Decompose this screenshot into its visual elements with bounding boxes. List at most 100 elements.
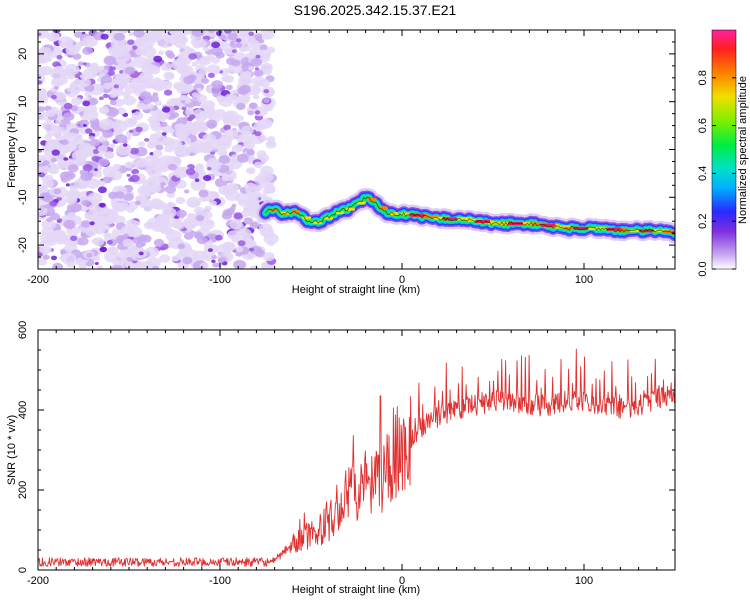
noise-blob (147, 116, 158, 124)
noise-blob (193, 250, 207, 261)
noise-blob (211, 259, 216, 263)
noise-blob (86, 253, 93, 258)
noise-blob (70, 235, 78, 241)
y-tick-label: 400 (17, 401, 29, 419)
noise-blob (38, 80, 43, 85)
noise-blob (98, 96, 104, 101)
noise-blob (243, 217, 253, 225)
noise-blob (162, 106, 171, 113)
noise-blob (41, 226, 54, 236)
noise-blob (192, 109, 205, 118)
noise-blob (79, 78, 92, 87)
ridge-center-path (265, 196, 675, 235)
noise-blob (135, 159, 148, 168)
noise-blob (39, 245, 52, 255)
noise-blob (126, 257, 133, 262)
noise-blob (202, 133, 217, 144)
noise-blob (211, 80, 224, 89)
noise-blob (249, 265, 260, 269)
noise-blob (183, 76, 195, 85)
noise-blob (209, 200, 217, 206)
noise-blob (261, 263, 269, 269)
noise-blob (184, 189, 190, 194)
noise-blob (140, 91, 152, 101)
noise-blob (42, 121, 54, 130)
noise-blob (205, 109, 213, 115)
noise-blob (208, 234, 215, 240)
noise-blob (54, 119, 62, 125)
noise-blob (164, 89, 173, 96)
noise-blob (155, 144, 164, 151)
noise-blob (120, 225, 136, 237)
noise-blob (206, 119, 218, 129)
noise-blob (81, 199, 91, 207)
noise-blob (147, 176, 156, 183)
noise-blob (152, 92, 159, 97)
noise-blob (63, 157, 69, 161)
noise-blob (237, 240, 246, 247)
noise-blob (190, 179, 206, 191)
noise-blob (43, 236, 57, 247)
noise-blob (82, 164, 93, 172)
noise-blob (267, 240, 275, 246)
noise-blob (38, 258, 47, 266)
noise-blob (56, 219, 62, 224)
noise-blob (149, 95, 159, 103)
snr-series-line (38, 348, 675, 567)
noise-blob (98, 106, 110, 114)
noise-blob (50, 255, 58, 261)
noise-blob (233, 212, 243, 220)
noise-blob (127, 39, 135, 45)
noise-blob (43, 254, 50, 260)
noise-blob (151, 79, 167, 92)
noise-blob (70, 83, 78, 89)
noise-blob (131, 111, 144, 120)
noise-blob (60, 252, 77, 265)
noise-blob (196, 236, 208, 245)
noise-blob (165, 73, 175, 80)
noise-blob (107, 246, 116, 253)
spectrogram-ylabel: Frequency (Hz) (6, 112, 18, 188)
noise-blob (82, 100, 91, 107)
noise-blob (128, 129, 134, 133)
noise-blob (126, 173, 131, 177)
colorbar-tick-label: 0.4 (697, 166, 709, 181)
ridge-center-line (265, 196, 675, 235)
noise-blob (168, 139, 183, 150)
noise-blob (172, 220, 185, 230)
noise-blob (109, 92, 117, 98)
noise-blob (225, 84, 233, 91)
x-tick-label: 100 (575, 274, 593, 286)
noise-blob (207, 248, 213, 253)
noise-blob (82, 46, 93, 55)
noise-blob (65, 183, 70, 187)
x-tick-label: -100 (209, 274, 231, 286)
noise-blob (206, 220, 214, 225)
noise-blob (113, 98, 125, 108)
noise-blob (67, 164, 79, 173)
noise-blob (92, 237, 105, 247)
noise-blob (216, 147, 228, 156)
noise-blob (56, 54, 63, 60)
noise-blob (246, 195, 259, 206)
noise-blob (224, 48, 233, 55)
noise-blob (42, 179, 54, 188)
noise-blob (194, 206, 205, 215)
noise-blob (167, 52, 176, 59)
noise-blob (85, 38, 94, 44)
noise-blob (38, 88, 47, 94)
colorbar-ticks: 0.0 0.2 0.4 0.6 0.8 (697, 70, 736, 277)
noise-blob (231, 49, 237, 54)
noise-blob (46, 109, 56, 117)
noise-blob (152, 265, 160, 269)
snr-panel: -200 -100 0 100 0 200 400 600 Height of straigh… (6, 321, 676, 596)
noise-blob (183, 244, 192, 251)
noise-blob (216, 95, 226, 103)
noise-blob (250, 58, 263, 67)
noise-blob (146, 141, 157, 149)
y-tick-label: 10 (17, 96, 29, 108)
y-tick-label: 200 (17, 481, 29, 499)
noise-blob (253, 69, 264, 77)
noise-blob (63, 219, 76, 229)
